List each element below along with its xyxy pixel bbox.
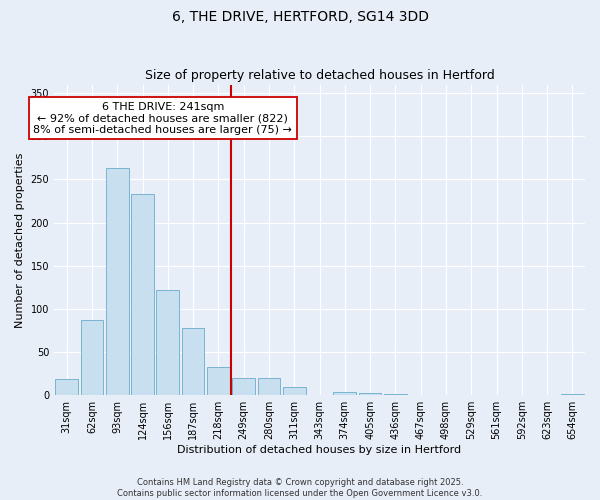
Bar: [106, 168, 128, 395]
Bar: [359, 392, 382, 395]
Text: 6, THE DRIVE, HERTFORD, SG14 3DD: 6, THE DRIVE, HERTFORD, SG14 3DD: [172, 10, 428, 24]
Bar: [283, 388, 305, 395]
Bar: [334, 392, 356, 395]
Bar: [257, 378, 280, 395]
Bar: [232, 378, 255, 395]
Bar: [207, 366, 230, 395]
Bar: [80, 320, 103, 395]
Y-axis label: Number of detached properties: Number of detached properties: [15, 152, 25, 328]
Bar: [157, 290, 179, 395]
Bar: [182, 328, 205, 395]
Bar: [384, 394, 407, 395]
Bar: [131, 194, 154, 395]
X-axis label: Distribution of detached houses by size in Hertford: Distribution of detached houses by size …: [178, 445, 461, 455]
Title: Size of property relative to detached houses in Hertford: Size of property relative to detached ho…: [145, 69, 494, 82]
Bar: [561, 394, 584, 395]
Bar: [55, 379, 78, 395]
Text: Contains HM Land Registry data © Crown copyright and database right 2025.
Contai: Contains HM Land Registry data © Crown c…: [118, 478, 482, 498]
Text: 6 THE DRIVE: 241sqm
← 92% of detached houses are smaller (822)
8% of semi-detach: 6 THE DRIVE: 241sqm ← 92% of detached ho…: [34, 102, 292, 135]
